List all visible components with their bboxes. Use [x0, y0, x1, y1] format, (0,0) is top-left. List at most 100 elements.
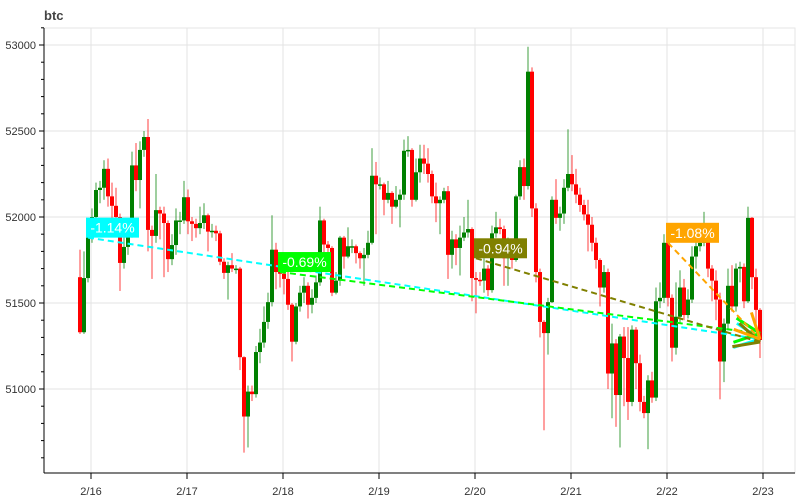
candle-down	[534, 208, 538, 273]
candle-down	[422, 158, 426, 164]
candle-up	[610, 343, 614, 374]
candle-down	[486, 268, 490, 291]
candle-down	[454, 239, 458, 248]
arrowhead	[733, 327, 761, 341]
candle-up	[462, 232, 466, 238]
candle-down	[578, 194, 582, 205]
candle-down	[286, 278, 290, 305]
candle-down	[582, 204, 586, 215]
candle-up	[414, 172, 418, 200]
candle-up	[246, 391, 250, 417]
candle-down	[358, 253, 362, 259]
candle-up	[654, 301, 658, 398]
candle-up	[350, 246, 354, 248]
trend-label: -0.94%	[478, 240, 522, 256]
candle-down	[206, 215, 210, 232]
x-tick-label: 2/22	[656, 486, 677, 498]
candle-down	[530, 71, 534, 209]
candle-down	[158, 210, 162, 214]
candle-down	[434, 196, 438, 204]
trend-label: -1.08%	[670, 225, 714, 241]
candle-down	[730, 285, 734, 307]
candle-up	[746, 217, 750, 302]
candle-down	[390, 192, 394, 207]
candle-up	[546, 302, 550, 334]
candle-down	[134, 165, 138, 181]
candle-up	[234, 268, 238, 271]
candle-down	[682, 287, 686, 316]
candle-down	[742, 266, 746, 302]
x-tick-label: 2/18	[272, 486, 293, 498]
candle-up	[362, 254, 366, 259]
trend-lines: -1.14% -0.69% -0.94% -1.08%	[86, 217, 762, 349]
candle-down	[354, 246, 358, 254]
candle-up	[302, 285, 306, 293]
trend-label-box	[666, 222, 719, 243]
candle-down	[230, 265, 234, 269]
candle-down	[522, 167, 526, 187]
candle-up	[566, 174, 570, 188]
axes: 51000 51500 52000 52500 53000 2/16 2/17 2/18 2/1…	[5, 27, 795, 498]
plot-border	[43, 27, 796, 474]
candle-up	[438, 199, 442, 204]
candle-up	[182, 197, 186, 221]
candle-down	[110, 196, 114, 206]
candle-up	[698, 242, 702, 247]
candle-up	[266, 302, 270, 322]
candle-up	[334, 280, 338, 293]
candle-down	[282, 273, 286, 279]
candle-up	[318, 220, 322, 283]
candle-down	[574, 184, 578, 195]
candle-down	[106, 168, 110, 197]
candle-up	[678, 287, 682, 317]
trend-line	[667, 242, 761, 340]
y-tick-label: 51000	[5, 384, 36, 396]
candle-up	[398, 194, 402, 200]
candle-down	[470, 229, 474, 279]
candle-down	[238, 268, 242, 358]
trend-line	[279, 271, 761, 335]
candle-up	[406, 149, 410, 152]
candle-up	[674, 316, 678, 348]
candle-up	[658, 297, 662, 302]
candle-down	[754, 277, 758, 310]
candle-down	[150, 229, 154, 236]
candle-down	[594, 242, 598, 260]
candle-down	[590, 224, 594, 243]
candle-down	[114, 205, 118, 217]
candle-up	[378, 184, 382, 186]
trend-label: -0.69%	[282, 254, 326, 270]
candle-down	[446, 191, 450, 255]
candle-up	[210, 230, 214, 233]
candle-down	[642, 401, 646, 414]
candle-up	[122, 246, 126, 263]
arrowhead	[749, 312, 762, 340]
x-tick-label: 2/23	[752, 486, 773, 498]
candle-down	[626, 358, 630, 402]
candle-down	[118, 217, 122, 263]
candle-up	[562, 187, 566, 214]
y-tick-label: 52500	[5, 126, 36, 138]
candle-down	[222, 261, 226, 273]
candle-down	[570, 174, 574, 185]
candle-down	[342, 237, 346, 257]
candle-down	[586, 214, 590, 225]
candle-up	[142, 137, 146, 150]
candle-up	[86, 237, 90, 279]
candle-down	[430, 174, 434, 197]
y-tick-label: 53000	[5, 40, 36, 52]
candle-up	[198, 223, 202, 229]
candle-up	[258, 342, 262, 353]
x-tick-label: 2/16	[80, 486, 101, 498]
candle-down	[218, 233, 222, 262]
candle-down	[322, 220, 326, 245]
candle-up	[690, 256, 694, 300]
candle-up	[138, 149, 142, 181]
candle-up	[154, 210, 158, 236]
candle-down	[250, 391, 254, 395]
candle-up	[558, 213, 562, 218]
candle-up	[694, 246, 698, 257]
arrowhead	[732, 340, 761, 349]
candle-up	[482, 268, 486, 281]
